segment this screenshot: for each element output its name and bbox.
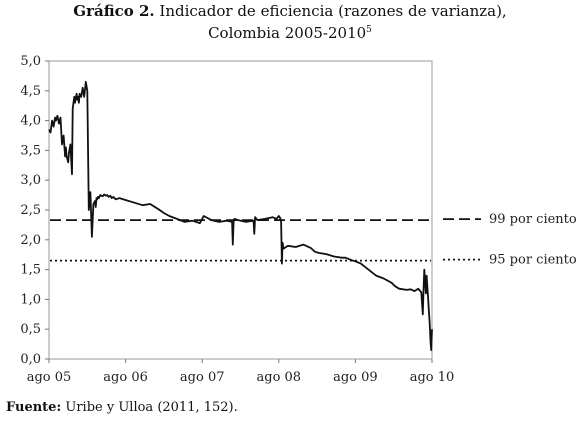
footnote-mark: 5 — [366, 25, 372, 35]
x-tick-label: ago 09 — [333, 370, 378, 385]
legend-label: 99 por ciento — [489, 212, 577, 227]
x-tick-label: ago 05 — [27, 370, 72, 385]
source-note: Fuente: Uribe y Ulloa (2011, 152). — [6, 400, 238, 415]
y-tick-label: 5,0 — [20, 54, 41, 69]
y-tick-label: 2,5 — [20, 203, 41, 218]
x-tick-label: ago 06 — [103, 370, 148, 385]
y-tick-label: 4,5 — [20, 84, 41, 99]
chart-title-rest: Indicador de eficiencia (razones de vari… — [154, 2, 507, 20]
y-tick-label: 2,0 — [20, 233, 41, 248]
chart-title-bold: Gráfico 2. — [73, 2, 155, 20]
y-tick-label: 4,0 — [20, 114, 41, 129]
plot-frame — [48, 60, 433, 360]
x-tick-label: ago 07 — [180, 370, 225, 385]
chart-title-line2: Colombia 2005-20105 — [0, 21, 580, 43]
y-tick-label: 1,0 — [20, 292, 41, 307]
y-tick-label: 3,5 — [20, 143, 41, 158]
x-tick-label: ago 08 — [257, 370, 302, 385]
y-tick-label: 0,5 — [20, 322, 41, 337]
legend-label: 95 por ciento — [489, 253, 577, 268]
x-tick-label: ago 10 — [410, 370, 455, 385]
chart-title-subtitle: Colombia 2005-2010 — [208, 24, 367, 42]
source-label: Fuente: — [6, 400, 62, 415]
chart-title-line1: Gráfico 2. Indicador de eficiencia (razo… — [0, 2, 580, 21]
y-tick-label: 1,5 — [20, 263, 41, 278]
series-line — [48, 81, 433, 352]
y-tick-label: 3,0 — [20, 173, 41, 188]
source-text: Uribe y Ulloa (2011, 152). — [61, 400, 238, 415]
y-tick-label: 0,0 — [20, 352, 41, 367]
